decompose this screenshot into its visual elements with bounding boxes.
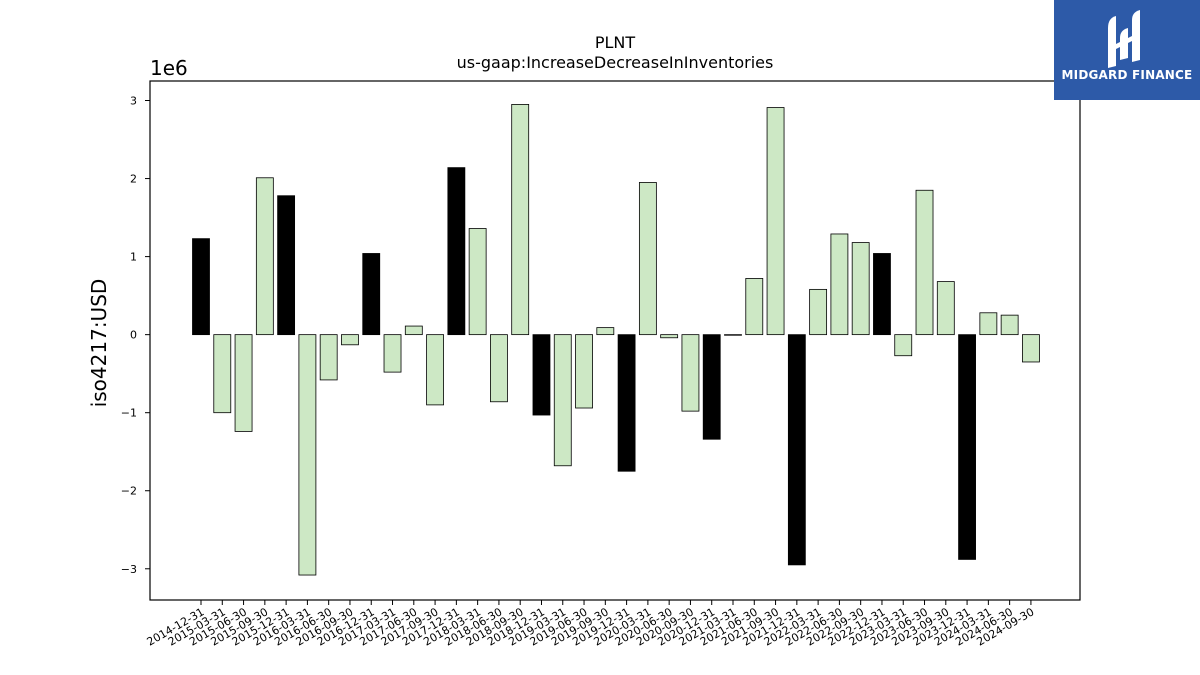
midgard-logo-icon [1102, 8, 1152, 72]
bar-2017-12-31 [448, 168, 465, 335]
bar-2023-09-30 [937, 282, 954, 335]
x-ticks-group: 2014-12-312015-03-312015-06-302015-09-30… [145, 600, 1037, 649]
bar-2020-06-30 [661, 335, 678, 338]
bar-2019-06-30 [576, 335, 593, 408]
bar-2020-03-31 [639, 182, 656, 334]
bar-2017-03-31 [384, 335, 401, 372]
y-offset-label: 1e6 [150, 56, 188, 80]
bar-2024-03-31 [980, 313, 997, 335]
bar-2021-09-30 [767, 108, 784, 335]
logo-text: MIDGARD FINANCE [1054, 68, 1200, 82]
y-ticks-group: −3 −2 −1 0 1 2 3 [121, 95, 150, 576]
bar-2016-09-30 [341, 335, 358, 345]
y-tick-label: −2 [121, 485, 137, 498]
bar-2023-03-31 [895, 335, 912, 356]
bar-2022-03-31 [810, 289, 827, 334]
bar-2022-12-31 [873, 253, 890, 334]
y-tick-label: 3 [130, 95, 137, 108]
bar-2016-06-30 [320, 335, 337, 380]
bar-2017-06-30 [405, 326, 422, 335]
y-tick-label: 1 [130, 251, 137, 264]
bar-2018-03-31 [469, 229, 486, 335]
bar-2021-03-31 [725, 335, 742, 336]
bar-2018-09-30 [512, 104, 529, 334]
bar-2020-12-31 [703, 335, 720, 440]
bar-2021-12-31 [788, 335, 805, 565]
bar-2024-09-30 [1022, 335, 1039, 362]
bar-2016-12-31 [363, 253, 380, 334]
bar-2019-03-31 [554, 335, 571, 466]
bar-2015-09-30 [256, 178, 273, 335]
y-tick-label: 2 [130, 173, 137, 186]
chart-subtitle: us-gaap:IncreaseDecreaseInInventories [457, 53, 774, 72]
chart-title: PLNT [595, 33, 636, 52]
bar-2019-09-30 [597, 328, 614, 335]
y-axis-label: iso4217:USD [87, 279, 111, 408]
bar-2022-06-30 [831, 234, 848, 335]
bar-2023-12-31 [959, 335, 976, 560]
y-tick-label: −3 [121, 563, 137, 576]
bar-2023-06-30 [916, 190, 933, 334]
brand-logo: MIDGARD FINANCE [1054, 0, 1200, 100]
bar-2015-12-31 [278, 196, 295, 335]
bar-2018-06-30 [490, 335, 507, 402]
bar-2021-06-30 [746, 278, 763, 334]
bar-2020-09-30 [682, 335, 699, 411]
bar-2017-09-30 [427, 335, 444, 405]
bar-2022-09-30 [852, 243, 869, 335]
y-tick-label: 0 [130, 329, 137, 342]
y-tick-label: −1 [121, 407, 137, 420]
bar-2016-03-31 [299, 335, 316, 575]
bar-2019-12-31 [618, 335, 635, 472]
bars-group [193, 104, 1040, 575]
bar-2015-03-31 [214, 335, 231, 413]
bar-2024-06-30 [1001, 315, 1018, 335]
bar-2014-12-31 [193, 239, 210, 335]
bar-2018-12-31 [533, 335, 550, 415]
bar-2015-06-30 [235, 335, 252, 432]
plot-frame [150, 81, 1080, 600]
